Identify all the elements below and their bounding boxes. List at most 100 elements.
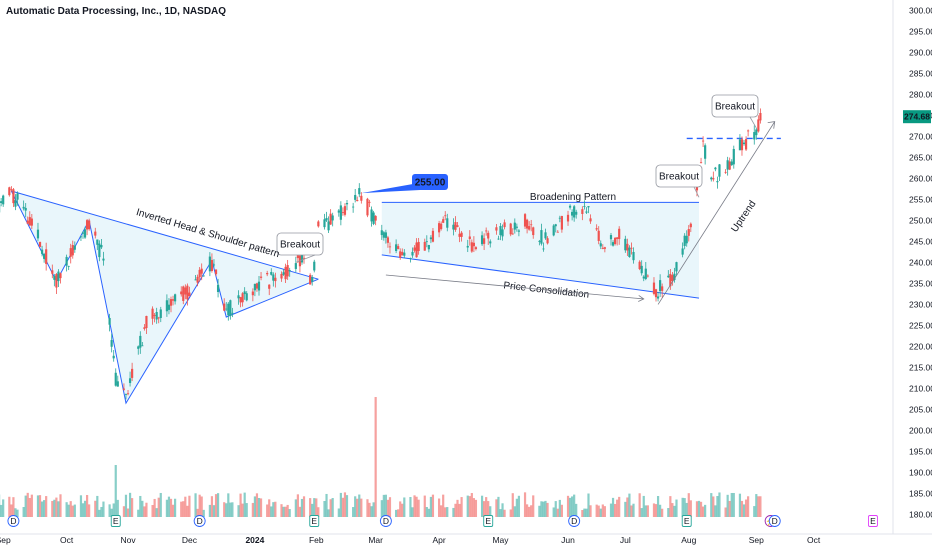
candle-body [259, 276, 263, 278]
candle-body [214, 269, 218, 275]
volume-bar [485, 497, 488, 517]
candle-body [413, 247, 416, 251]
volume-bar [499, 509, 502, 517]
candle-body [208, 256, 211, 272]
breakout-2-pointer [693, 186, 700, 198]
volume-bar [659, 504, 662, 517]
volume-bar [116, 499, 119, 517]
candle-body [302, 257, 306, 259]
candle-body [131, 368, 134, 378]
volume-bar [227, 493, 230, 517]
volume-bar [59, 494, 62, 517]
candle-body [38, 241, 42, 247]
candle-body [296, 255, 299, 259]
volume-bar [701, 506, 705, 517]
volume-bar [597, 505, 600, 517]
volume-bar [51, 500, 54, 517]
candle-body [517, 230, 521, 232]
candle-body [116, 381, 119, 387]
volume-bar [343, 492, 347, 517]
volume-bar [337, 508, 340, 517]
volume-bar [573, 494, 576, 517]
event-label: D [10, 516, 16, 526]
volume-bar [251, 502, 254, 517]
candle-body [26, 220, 29, 224]
candle-body [740, 139, 744, 151]
volume-bar [759, 496, 762, 517]
volume-bar [268, 499, 271, 517]
candle-body [311, 277, 314, 282]
volume-bar [339, 492, 342, 517]
volume-bar [266, 504, 269, 517]
volume-bar [742, 504, 746, 517]
candle-body [644, 268, 647, 279]
volume-bar [523, 492, 527, 517]
hs-fill [11, 190, 319, 404]
candle-body [437, 223, 441, 233]
y-tick-label: 230.00 [909, 299, 932, 309]
candle-body [458, 233, 461, 237]
candle-body [313, 261, 316, 271]
volume-bar [171, 504, 175, 517]
volume-bar [442, 494, 445, 517]
candle-body [245, 293, 248, 301]
candle-body [122, 388, 126, 390]
candle-body [444, 215, 447, 217]
candle-body [571, 211, 574, 216]
candle-body [30, 218, 33, 226]
dividend-marker [193, 515, 206, 527]
volume-bar [652, 503, 656, 517]
candle-body [329, 213, 332, 225]
volume-bar [710, 493, 713, 517]
candle-body [108, 317, 111, 325]
candle-body [618, 228, 621, 240]
y-tick-label: 280.00 [909, 89, 932, 99]
candle-body [225, 308, 228, 310]
volume-bar [325, 493, 328, 517]
candle-body [552, 225, 555, 236]
candle-body [585, 211, 588, 213]
candle-body [386, 237, 390, 243]
volume-bar [137, 509, 140, 517]
volume-bar [241, 503, 244, 517]
candle-body [710, 177, 713, 180]
candle-body [229, 300, 232, 316]
volume-bar [730, 492, 733, 517]
volume-bar [744, 499, 748, 517]
volume-bar [122, 506, 126, 517]
x-tick-label: Oct [60, 535, 74, 545]
candle-body [255, 283, 259, 289]
x-tick-label: May [492, 535, 509, 545]
y-tick-label: 255.00 [909, 194, 932, 204]
volume-bar [732, 492, 735, 517]
volume-bar [560, 504, 563, 517]
volume-bar [352, 507, 355, 517]
candle-body [757, 119, 760, 132]
volume-bar [415, 496, 418, 517]
breakout-3-label: Breakout [715, 102, 755, 113]
volume-bar [30, 494, 33, 517]
volume-bar [173, 498, 177, 517]
volume-bar [309, 498, 312, 517]
candle-body [712, 178, 715, 180]
uptrend-label: Uptrend [729, 199, 758, 235]
candle-body [560, 216, 563, 230]
volume-bar [403, 497, 406, 517]
volume-bar [272, 502, 275, 517]
volume-bar [554, 501, 557, 517]
volume-bar [202, 509, 205, 517]
volume-bar [10, 504, 13, 517]
candle-body [282, 272, 285, 275]
x-tick-label: Dec [182, 535, 198, 545]
candle-body [632, 251, 635, 261]
dividend-marker [768, 515, 781, 527]
uptrend-arrowhead [767, 121, 776, 129]
candle-body [501, 229, 504, 237]
candle-body [100, 245, 103, 248]
candle-body [184, 287, 187, 295]
volume-bar [259, 498, 263, 517]
price-label-pointer [361, 184, 420, 194]
volume-bar [718, 492, 721, 517]
volume-bar [157, 497, 160, 517]
